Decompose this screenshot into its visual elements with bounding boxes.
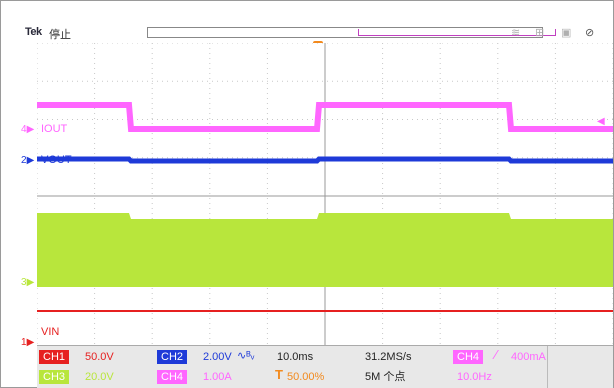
wifi-icon[interactable]: ≋ [511, 27, 521, 39]
brand-logo: Tek [25, 26, 42, 38]
trigger-position-icon: T [275, 367, 283, 382]
ch2-marker-number: 2 [21, 155, 27, 166]
ch4-badge[interactable]: CH4 [157, 370, 188, 384]
ch2-badge[interactable]: CH2 [157, 350, 188, 364]
rising-edge-icon: ∕ [495, 347, 498, 362]
ch4-scale[interactable]: 1.00A [203, 371, 232, 383]
vout-trace [37, 156, 613, 164]
ch1-scale[interactable]: 50.0V [85, 351, 114, 363]
ch3-ground-marker[interactable]: 3▶ [21, 277, 35, 288]
iout-label: IOUT [41, 123, 68, 135]
ch1-ground-marker[interactable]: 1▶ [21, 337, 35, 348]
iout-trace [37, 102, 613, 132]
ch2-bandwidth-icon: ∿ᴮᵥ [237, 350, 255, 362]
vout-label: VOUT [41, 154, 72, 166]
trigger-level[interactable]: 400mA [511, 351, 546, 363]
trigger-source-badge[interactable]: CH4 [453, 350, 484, 364]
divider [547, 346, 548, 388]
view-window-indicator[interactable] [358, 29, 556, 36]
trigger-level-marker[interactable]: ◀ [597, 116, 605, 127]
sw-trace [37, 213, 613, 287]
ch3-badge[interactable]: CH3 [39, 370, 70, 384]
ch2-ground-marker[interactable]: 2▶ [21, 155, 35, 166]
frequency-readout: 10.0Hz [457, 371, 492, 383]
help-icon[interactable]: ⊘ [585, 27, 595, 39]
record-view-bar[interactable] [147, 27, 556, 38]
ch4-ground-marker[interactable]: 4▶ [21, 124, 35, 135]
ch1-marker-number: 1 [21, 337, 27, 348]
ch3-scale[interactable]: 20.0V [85, 371, 114, 383]
run-state-label[interactable]: 停止 [49, 29, 71, 41]
sample-rate[interactable]: 31.2MS/s [365, 351, 412, 363]
trigger-position[interactable]: 50.00% [287, 371, 325, 383]
network-icon[interactable]: ⊞ [535, 27, 545, 39]
ch1-badge[interactable]: CH1 [39, 350, 70, 364]
settings-bar: CH1 50.0V CH2 2.00V ∿ᴮᵥ CH3 20.0V CH4 1.… [37, 345, 613, 388]
sw-label: SW [41, 276, 59, 288]
vin-label: VIN [41, 326, 60, 338]
waveform-display [37, 43, 613, 349]
status-bar: Tek 停止 ≋ ⊞ ▣ ⊘ [3, 23, 613, 41]
ch4-marker-number: 4 [21, 124, 27, 135]
timebase[interactable]: 10.0ms [277, 351, 314, 363]
record-length[interactable]: 5M 个点 [365, 371, 406, 383]
ch3-marker-number: 3 [21, 277, 27, 288]
save-icon[interactable]: ▣ [561, 27, 572, 39]
waveform-svg [37, 43, 613, 349]
ch2-scale[interactable]: 2.00V [203, 351, 232, 363]
